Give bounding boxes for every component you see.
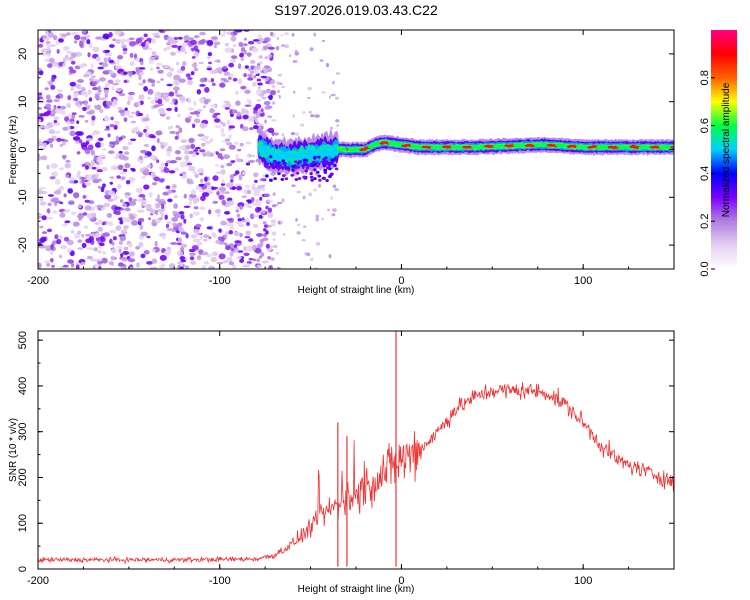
- spectrogram-y-tick-label: 20: [17, 48, 29, 60]
- snr-axes: -200 -100 0 100 0 100 200 300 400 500: [17, 331, 675, 587]
- colorbar-label: Normalized spectral amplitude: [721, 82, 732, 217]
- snr-y-tick-label: 300: [17, 423, 29, 441]
- snr-y-tick-label: 200: [17, 468, 29, 486]
- snr-x-tick-label: 100: [574, 575, 592, 587]
- snr-y-tick-label: 100: [17, 514, 29, 532]
- snr-x-tick-label: -200: [27, 575, 49, 587]
- snr-frame: [37, 330, 675, 570]
- spectrogram-x-tick-label: 100: [574, 275, 592, 287]
- spectrogram-y-tick-label: 0: [17, 146, 29, 152]
- snr-plot-area: [38, 331, 674, 567]
- spectrogram-x-tick-label: -100: [209, 275, 231, 287]
- spectrogram-plot-area: [38, 30, 674, 269]
- spectrogram-x-tick-label: 0: [398, 275, 404, 287]
- snr-x-tick-label: 0: [398, 575, 404, 587]
- colorbar-tick-label: 0.4: [699, 166, 711, 181]
- snr-x-axis-label: Height of straight line (km): [298, 584, 415, 595]
- spectrogram-y-tick-label: -10: [17, 189, 29, 205]
- colorbar-tick-label: 0.8: [699, 70, 711, 85]
- snr-y-axis-label: SNR (10 * v/v): [8, 418, 19, 482]
- colorbar-gradient: [711, 30, 737, 269]
- snr-y-tick-label: 0: [17, 566, 29, 572]
- colorbar-tick-label: 0.0: [699, 261, 711, 276]
- colorbar-tick-label: 0.6: [699, 118, 711, 133]
- snr-panel: -200 -100 0 100 0 100 200 300 400 500 Height of s…: [8, 330, 675, 595]
- figure-title: S197.2026.019.03.43.C22: [274, 2, 438, 18]
- snr-y-tick-label: 500: [17, 331, 29, 349]
- spectrogram-y-axis-label: Frequency (Hz): [8, 116, 19, 185]
- spectrogram-x-tick-label: -200: [27, 275, 49, 287]
- snr-x-tick-label: -100: [209, 575, 231, 587]
- snr-series-line: [38, 381, 674, 565]
- spectrogram-signal-ridge: [257, 127, 674, 182]
- colorbar-axis: 0.0 0.2 0.4 0.6 0.8: [699, 70, 715, 277]
- spectrogram-y-tick-label: -20: [17, 237, 29, 253]
- snr-y-tick-label: 400: [17, 377, 29, 395]
- spectrogram-y-tick-label: 10: [17, 96, 29, 108]
- spectrogram-noise-speckles: [38, 30, 340, 269]
- colorbar: 0.0 0.2 0.4 0.6 0.8 Normalized spectral ampl…: [699, 30, 737, 277]
- spectrogram-x-axis-label: Height of straight line (km): [298, 285, 415, 296]
- colorbar-tick-label: 0.2: [699, 214, 711, 229]
